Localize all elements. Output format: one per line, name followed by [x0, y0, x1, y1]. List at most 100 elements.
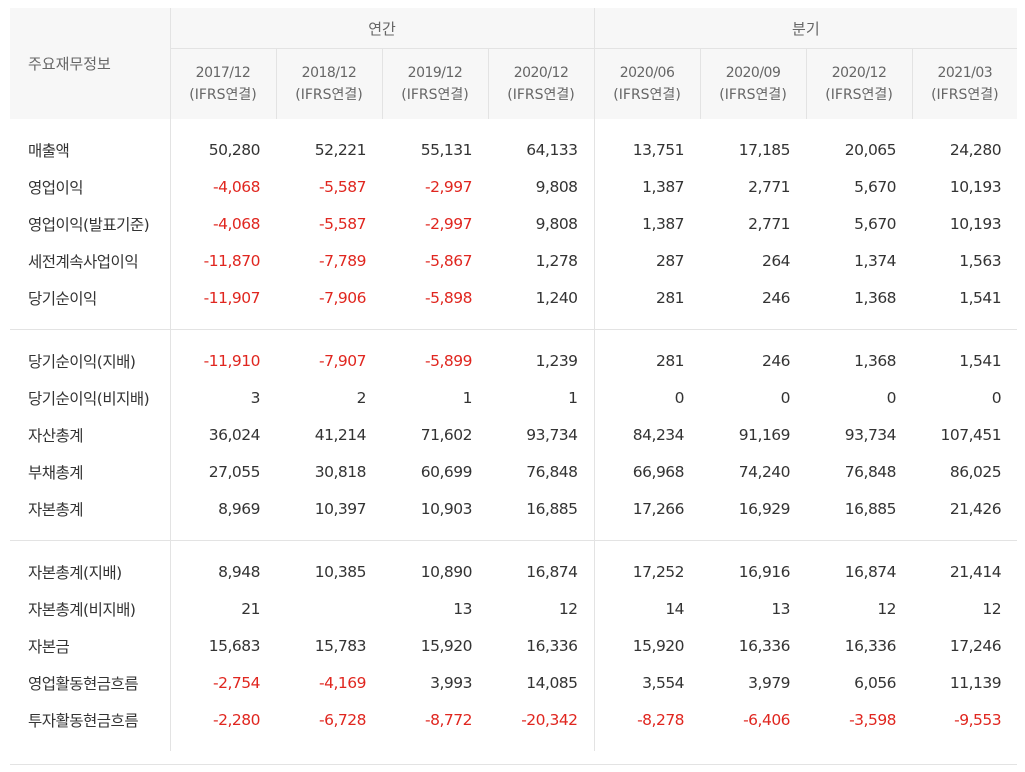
value-cell: -9,553 [954, 710, 1002, 729]
value-cell: 6,056 [854, 673, 897, 692]
value-cell: 76,848 [844, 462, 897, 481]
group-quarterly-header: 분기 [593, 8, 1018, 49]
value-cell: 10,890 [382, 540, 488, 590]
value-cell: 9,808 [535, 177, 578, 196]
period-header: 2020/12 (IFRS연결) [805, 48, 913, 119]
value-cell: 0 [780, 388, 791, 407]
period-date: 2020/12 [513, 65, 569, 81]
value-cell: -4,068 [213, 177, 260, 196]
period-basis: (IFRS연결) [825, 87, 893, 103]
row-label: 투자활동현금흐름 [10, 701, 171, 751]
value-cell: -2,997 [425, 214, 472, 233]
row-label: 당기순이익(비지배) [10, 379, 171, 416]
value-cell: -4,169 [319, 673, 366, 692]
table-bottom-divider [10, 764, 1017, 765]
value-cell: -8,278 [593, 701, 701, 751]
value-cell: -11,870 [203, 251, 261, 270]
value-cell: 64,133 [526, 140, 578, 159]
value-cell: 15,783 [314, 636, 367, 655]
value-cell: 91,169 [738, 425, 791, 444]
value-cell: 1,563 [959, 251, 1002, 270]
value-cell: 21,426 [949, 499, 1002, 518]
value-cell: 16,885 [526, 499, 578, 518]
value-cell: 0 [886, 388, 897, 407]
value-cell: 281 [593, 329, 701, 379]
value-cell: -20,342 [521, 710, 578, 729]
value-cell: 13 [771, 599, 791, 618]
table-row: 자본금 15,683 15,783 15,920 16,336 15,920 16,336 1… [10, 627, 1017, 664]
value-cell: 60,699 [420, 462, 473, 481]
value-cell: 1 [568, 388, 578, 407]
value-cell: 71,602 [420, 425, 473, 444]
table-row: 영업이익(발표기준) -4,068 -5,587 -2,997 9,808 1,387 2,… [10, 205, 1017, 242]
row-label: 당기순이익(지배) [10, 329, 171, 379]
row-label: 영업활동현금흐름 [10, 664, 171, 701]
table-row: 당기순이익(비지배) 3 2 1 1 0 0 0 0 [10, 379, 1017, 416]
period-header: 2019/12 (IFRS연결) [381, 48, 488, 119]
value-cell: 74,240 [738, 462, 791, 481]
value-cell: 1,387 [593, 168, 701, 205]
value-cell: 76,848 [526, 462, 578, 481]
row-label: 자본금 [10, 627, 171, 664]
period-header: 2020/09 (IFRS연결) [699, 48, 807, 119]
row-label: 부채총계 [10, 453, 171, 490]
period-header: 2020/12 (IFRS연결) [487, 48, 595, 119]
value-cell: 5,670 [854, 214, 897, 233]
value-cell: -5,587 [319, 214, 366, 233]
value-cell: 16,336 [526, 636, 578, 655]
value-cell: 3,993 [430, 673, 472, 692]
value-cell: 1,374 [854, 251, 897, 270]
value-cell: 1,368 [854, 288, 897, 307]
table-row: 자본총계 8,969 10,397 10,903 16,885 17,266 16,929 1… [10, 490, 1017, 541]
value-cell: 107,451 [940, 425, 1002, 444]
value-cell: 1 [462, 388, 473, 407]
period-date: 2020/06 [619, 65, 675, 81]
value-cell: 84,234 [593, 416, 701, 453]
value-cell: 10,193 [949, 214, 1002, 233]
value-cell: 21,414 [912, 540, 1018, 590]
value-cell: 93,734 [526, 425, 578, 444]
value-cell: 3,979 [748, 673, 791, 692]
table-row: 부채총계 27,055 30,818 60,699 76,848 66,968 74,240… [10, 453, 1017, 490]
period-header: 2017/12 (IFRS연결) [170, 48, 276, 119]
value-cell: 1,368 [806, 329, 913, 379]
value-cell: -11,907 [203, 288, 261, 307]
period-basis: (IFRS연결) [189, 87, 257, 103]
value-cell: 2 [356, 388, 367, 407]
value-cell: 12 [877, 599, 897, 618]
period-basis: (IFRS연결) [295, 87, 363, 103]
table-row: 투자활동현금흐름 -2,280 -6,728 -8,772 -20,342 -8,278 -… [10, 701, 1017, 751]
period-basis: (IFRS연결) [931, 87, 999, 103]
value-cell: 5,670 [854, 177, 897, 196]
period-date: 2018/12 [301, 65, 357, 81]
table-row: 영업활동현금흐름 -2,754 -4,169 3,993 14,085 3,554 3,97… [10, 664, 1017, 701]
value-cell: 14,085 [526, 673, 578, 692]
value-cell: 15,683 [208, 636, 261, 655]
value-cell: 66,968 [593, 453, 701, 490]
value-cell: 17,185 [738, 140, 791, 159]
period-basis: (IFRS연결) [507, 87, 575, 103]
value-cell: 2,771 [748, 177, 791, 196]
value-cell: -2,280 [213, 710, 260, 729]
value-cell: -5,867 [425, 251, 472, 270]
row-label-header: 주요재무정보 [10, 8, 171, 119]
value-cell: 15,920 [420, 636, 473, 655]
value-cell: 3,554 [593, 664, 701, 701]
value-cell: -5,899 [382, 329, 488, 379]
period-date: 2020/09 [725, 65, 781, 81]
value-cell: 12 [982, 599, 1002, 618]
value-cell: 17,252 [593, 540, 701, 590]
value-cell: 15,920 [593, 627, 701, 664]
value-cell: 41,214 [314, 425, 367, 444]
value-cell: 86,025 [949, 462, 1002, 481]
value-cell: 9,808 [535, 214, 578, 233]
value-cell: 246 [761, 288, 791, 307]
financial-summary-table: 주요재무정보 연간 분기 2017/12 (IFRS연결) 2018/12 (IFR… [10, 8, 1018, 751]
period-basis: (IFRS연결) [613, 87, 681, 103]
value-cell: 8,948 [170, 540, 276, 590]
period-header: 2020/06 (IFRS연결) [593, 48, 701, 119]
value-cell: 3 [250, 388, 261, 407]
value-cell: 55,131 [420, 140, 473, 159]
value-cell: 12 [558, 599, 578, 618]
value-cell: 1,278 [535, 251, 578, 270]
